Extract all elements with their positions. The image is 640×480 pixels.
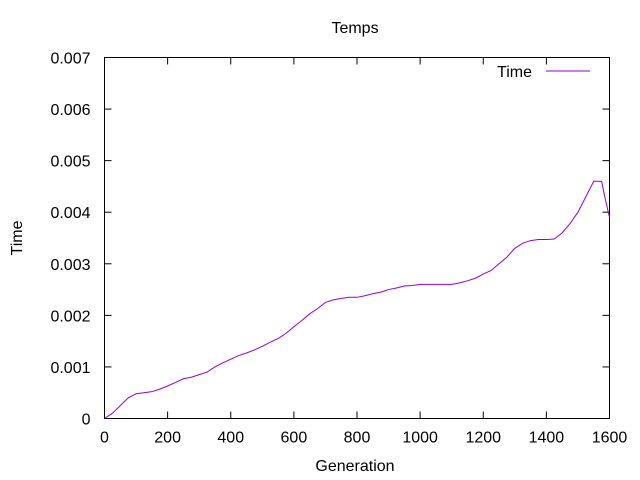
y-tick-label: 0.007 xyxy=(50,51,90,68)
plot-frame xyxy=(104,57,610,419)
y-axis: 0 0.001 0.002 0.003 0.004 0.005 0.006 0.007 xyxy=(50,51,610,429)
x-tick-label: 1000 xyxy=(402,430,438,447)
series-line-time xyxy=(104,180,610,419)
y-tick-label: 0.006 xyxy=(50,102,90,119)
y-tick-label: 0.002 xyxy=(50,308,90,325)
y-tick-label: 0 xyxy=(82,412,91,429)
y-tick-label: 0.004 xyxy=(50,205,90,222)
x-tick-label: 800 xyxy=(344,430,371,447)
x-tick-label: 200 xyxy=(154,430,181,447)
legend-label-time: Time xyxy=(497,64,532,81)
x-axis: 0 200 400 600 800 1000 1200 1400 1600 xyxy=(100,57,628,447)
y-tick-label: 0.003 xyxy=(50,257,90,274)
y-tick-label: 0.001 xyxy=(50,360,90,377)
y-tick-label: 0.005 xyxy=(50,154,90,171)
x-axis-title: Generation xyxy=(315,458,394,475)
y-axis-title: Time xyxy=(9,220,26,255)
x-tick-label: 1400 xyxy=(529,430,565,447)
x-tick-label: 1600 xyxy=(592,430,628,447)
x-tick-label: 400 xyxy=(217,430,244,447)
x-tick-label: 600 xyxy=(281,430,308,447)
legend: Time xyxy=(497,64,590,81)
x-tick-label: 1200 xyxy=(465,430,501,447)
x-tick-label: 0 xyxy=(100,430,109,447)
chart-title: Temps xyxy=(331,20,378,37)
